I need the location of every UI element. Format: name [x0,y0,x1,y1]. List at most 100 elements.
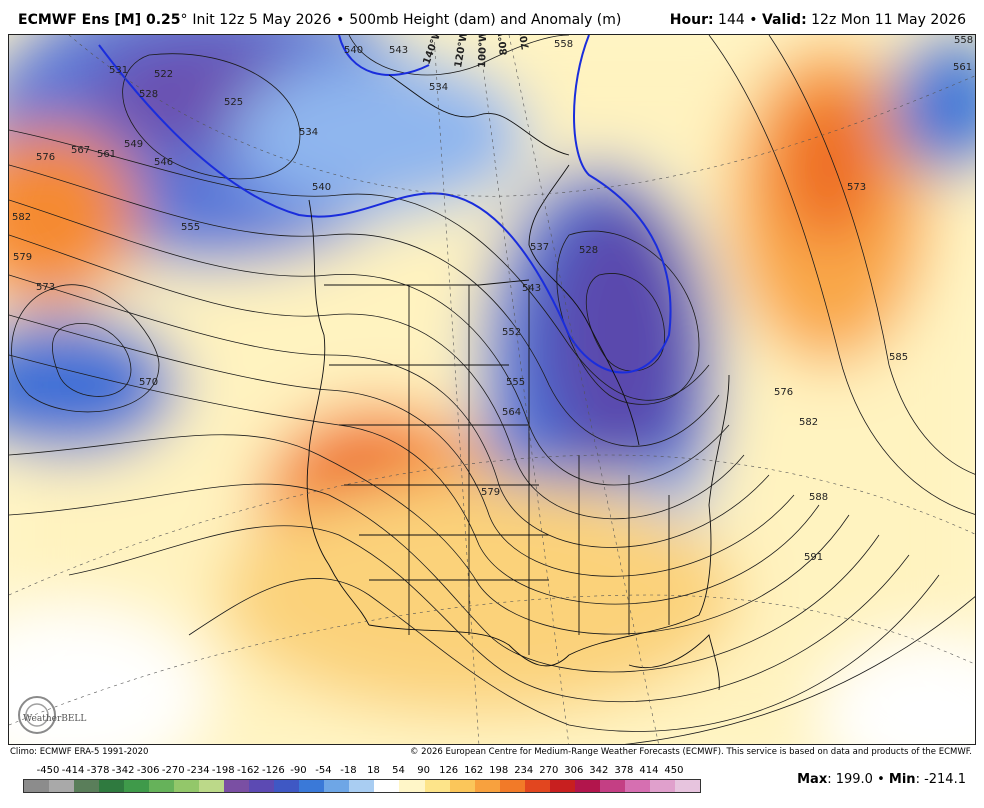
contour-label: 561 [97,149,116,160]
height-contours [9,35,975,744]
contour-label: 558 [554,39,573,50]
contour-label: 576 [774,387,793,398]
contour-label: 534 [299,127,318,138]
colorbar-label: -90 [290,765,307,776]
colorbar-label: 450 [664,765,684,776]
colorbar-label: 414 [639,765,659,776]
contour-label: 543 [522,283,541,294]
init-time: Init 12z 5 May 2026 [192,12,332,28]
contour-label: 585 [889,352,908,363]
contour-label: 570 [139,377,158,388]
map-canvas: 531 528 522 525 534 546 549 540 543 534 … [9,35,975,744]
contour-label: 534 [429,82,448,93]
contour-label: 579 [13,252,32,263]
colorbar-label: -306 [136,765,160,776]
contour-label: 582 [12,212,31,223]
meridian-label: 100°W [477,35,489,68]
valid-separator: • [749,12,758,28]
contour-label: 564 [502,407,521,418]
colorbar-label: 270 [539,765,559,776]
colorbar-strip [23,779,701,793]
contour-label: 537 [530,242,549,253]
colorbar-label: -126 [262,765,285,776]
colorbar-label: -54 [315,765,332,776]
contour-label: 555 [181,222,200,233]
colorbar-swatch [24,780,50,792]
meridian-label: 80°W [496,35,510,56]
colorbar-label: 198 [489,765,509,776]
colorbar-swatch [374,780,400,792]
max-label: Max [797,772,828,787]
colorbar-swatch [624,780,650,792]
contour-label-group: 531 528 522 525 534 546 549 540 543 534 … [12,35,973,563]
field-name: 500mb Height (dam) and Anomaly (m) [349,12,622,28]
colorbar-label: 378 [614,765,634,776]
contour-label: 531 [109,65,128,76]
colorbar-label: 234 [514,765,534,776]
blue-contour-540 [98,35,672,374]
colorbar-swatch [524,780,550,792]
anomaly-colorbar: -450 -414 -378 -342 -306 -270 -234 -198 -162 -126… [18,760,708,800]
colorbar-swatch [224,780,250,792]
max-min-stats: Max: 199.0 • Min: -214.1 [797,772,966,787]
contour-label: 543 [389,45,408,56]
contour-label: 573 [847,182,866,193]
copyright-note: © 2026 European Centre for Medium-Range … [409,747,972,757]
valid-value: 12z Mon 11 May 2026 [811,12,966,28]
meridian-label: 70°W [516,35,532,50]
colorbar-label: -342 [111,765,135,776]
colorbar-swatch [349,780,375,792]
hour-value: 144 [718,12,745,28]
colorbar-swatch [124,780,150,792]
map-footer: Climo: ECMWF ERA-5 1991-2020 © 2026 Euro… [0,745,984,759]
colorbar-label: -270 [161,765,185,776]
colorbar-label: 126 [439,765,459,776]
colorbar-label: 90 [417,765,430,776]
contour-label: 573 [36,282,55,293]
map-title: ECMWF Ens [M] 0.25° Init 12z 5 May 2026 … [18,12,621,28]
contour-label: 576 [36,152,55,163]
contour-label: 555 [506,377,525,388]
max-value: 199.0 [835,772,873,787]
colorbar-label: 306 [564,765,584,776]
degree-symbol: ° [180,12,188,28]
logo-text: WeatherBELL [23,714,86,724]
valid-time: Hour: 144 • Valid: 12z Mon 11 May 2026 [670,12,966,28]
contour-label: 588 [809,492,828,503]
colorbar-swatch [474,780,500,792]
colorbar-swatch [149,780,175,792]
colorbar-swatch [199,780,225,792]
colorbar-label: -198 [211,765,235,776]
colorbar-label: -378 [86,765,110,776]
contour-label: 561 [953,62,972,73]
colorbar-swatch [249,780,275,792]
valid-label: Valid: [761,12,807,28]
contour-label: 579 [481,487,500,498]
colorbar-swatch [499,780,525,792]
contour-label: 528 [139,89,158,100]
colorbar-swatch [599,780,625,792]
colorbar-swatch [549,780,575,792]
colorbar-swatch [299,780,325,792]
min-label: Min [888,772,916,787]
hour-label: Hour: [669,12,714,28]
contour-label: 549 [124,139,143,150]
contour-label: 582 [799,417,818,428]
contour-label: 591 [804,552,823,563]
colorbar-label: 342 [589,765,609,776]
contour-label: 540 [312,182,331,193]
colorbar-swatch [574,780,600,792]
model-name: ECMWF Ens [M] 0.25 [18,12,181,28]
colorbar-labels: -450 -414 -378 -342 -306 -270 -234 -198 -162 -126… [18,765,708,777]
contour-label: 546 [154,157,173,168]
colorbar-label: -414 [61,765,85,776]
colorbar-label: 54 [392,765,405,776]
colorbar-swatch [324,780,350,792]
graticule [9,35,975,744]
colorbar-swatch [399,780,425,792]
colorbar-swatch [174,780,200,792]
stats-separator: • [877,772,885,787]
colorbar-swatch [449,780,475,792]
min-value: -214.1 [924,772,966,787]
contour-label: 552 [502,327,521,338]
